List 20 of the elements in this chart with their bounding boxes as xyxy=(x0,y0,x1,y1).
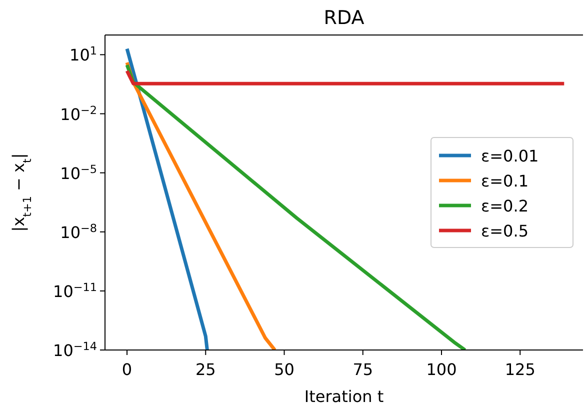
y-tick-label: 10$^{−2}$ xyxy=(60,103,97,124)
legend-label: ε=0.2 xyxy=(481,196,528,216)
x-tick-label: 75 xyxy=(352,360,374,379)
y-tick-label: 10$^{−14}$ xyxy=(53,340,97,360)
line-series xyxy=(125,63,467,350)
legend-label: ε=0.5 xyxy=(481,222,528,240)
legend-label: ε=0.01 xyxy=(481,146,539,166)
x-axis-title: Iteration t xyxy=(304,387,384,406)
y-tick-label: 10$^{−11}$ xyxy=(53,280,97,301)
legend-label: ε=0.1 xyxy=(481,172,528,190)
x-tick-label: 100 xyxy=(426,360,457,379)
x-tick-label: 50 xyxy=(274,360,294,379)
y-tick-label: 10$^{−8}$ xyxy=(60,221,97,242)
x-tick-label: 0 xyxy=(122,360,132,379)
line-series xyxy=(125,60,277,350)
x-tick-label: 125 xyxy=(504,360,536,379)
y-tick-label: 10$^{−5}$ xyxy=(60,162,97,183)
x-tick-label: 25 xyxy=(195,360,216,379)
chart-title: RDA xyxy=(324,7,364,29)
y-tick-label: 10$^{1}$ xyxy=(70,44,97,65)
